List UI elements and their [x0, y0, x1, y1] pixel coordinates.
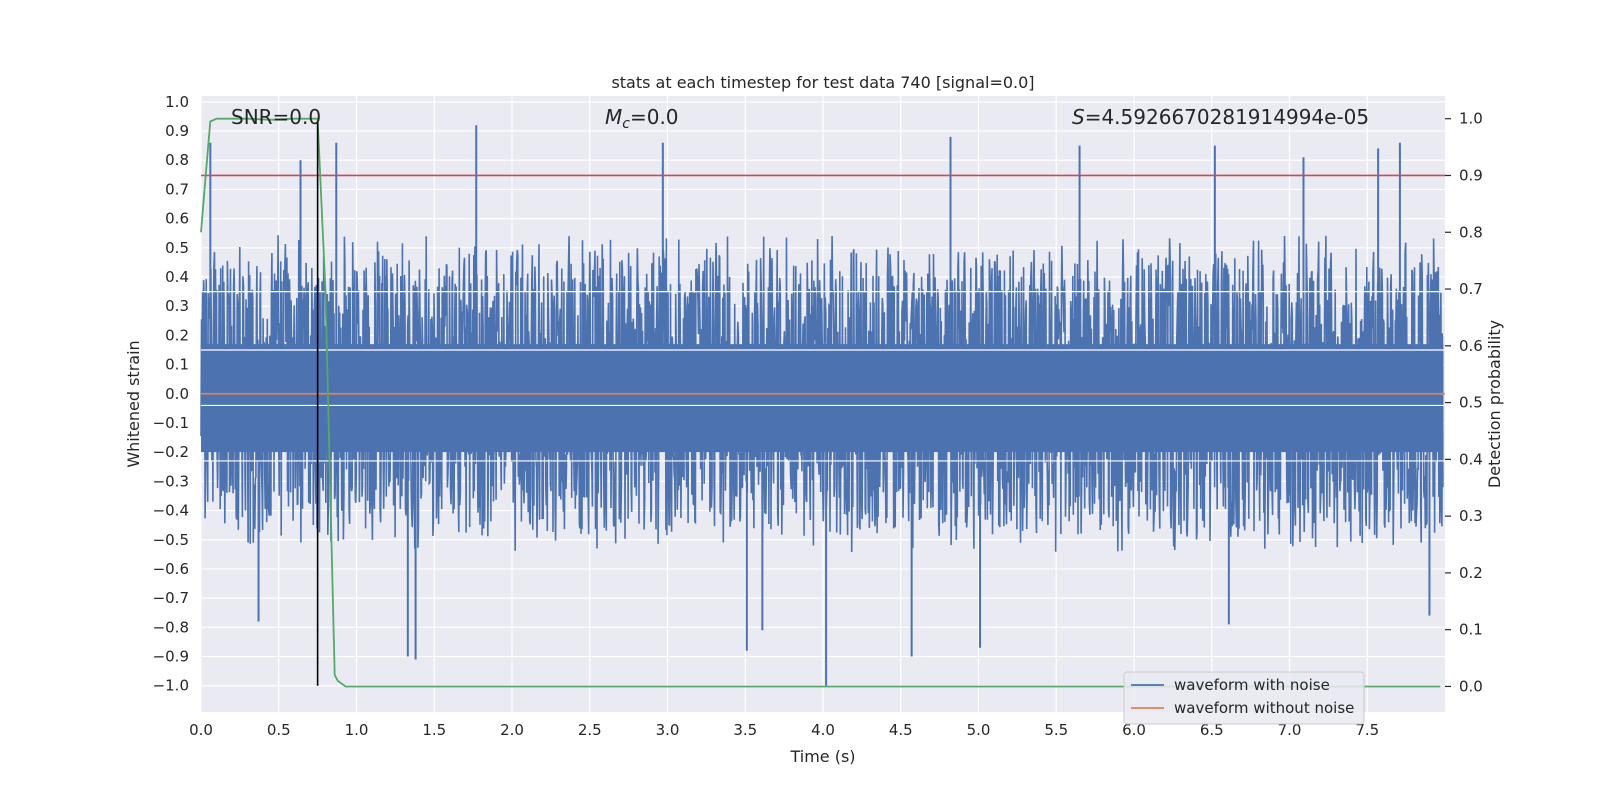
y-left-tick-label: 0.5 — [165, 239, 189, 257]
y-right-tick-label: 0.9 — [1459, 166, 1483, 184]
x-tick-label: 3.5 — [733, 721, 757, 739]
y-right-tick-label: 0.0 — [1459, 677, 1483, 695]
x-tick-label: 4.0 — [811, 721, 835, 739]
x-tick-label: 7.5 — [1355, 721, 1379, 739]
y-right-tick-label: 0.5 — [1459, 394, 1483, 412]
annotation-s: S=4.5926670281914994e-05 — [1072, 105, 1369, 129]
y-right-tick-label: 0.2 — [1459, 564, 1483, 582]
y-left-tick-label: −0.4 — [153, 502, 189, 520]
annotation-mc: Mc=0.0 — [605, 105, 679, 132]
y-left-tick-label: 0.9 — [165, 122, 189, 140]
y-right-tick-label: 0.7 — [1459, 280, 1483, 298]
series-lines — [200, 117, 1445, 688]
y-left-tick-label: 0.6 — [165, 210, 189, 228]
legend-label-with-noise: waveform with noise — [1174, 676, 1330, 694]
y-left-tick-label: 0.7 — [165, 180, 189, 198]
waveform-with-noise-band — [201, 344, 1444, 453]
y-left-tick-label: −0.7 — [153, 589, 189, 607]
y-left-tick-label: 1.0 — [165, 93, 189, 111]
legend-label-without-noise: waveform without noise — [1174, 699, 1354, 717]
annotation-snr: SNR=0.0 — [231, 105, 321, 129]
axes: 0.0 0.5 1.0 1.5 2.0 2.5 3.0 3.5 4.0 4.5 5.0 5.5 6.0 6… — [153, 93, 1483, 739]
y-right-tick-label: 1.0 — [1459, 110, 1483, 128]
y-left-tick-label: −0.3 — [153, 472, 189, 490]
y-axis-label-left: Whitened strain — [124, 340, 143, 467]
x-tick-label: 5.5 — [1044, 721, 1068, 739]
y-left-tick-label: −0.9 — [153, 648, 189, 666]
x-tick-label: 0.5 — [267, 721, 291, 739]
x-tick-label: 2.5 — [578, 721, 602, 739]
y-left-tick-label: −0.2 — [153, 443, 189, 461]
annotation-mc-subscript: c — [622, 116, 630, 132]
detection-probability-line — [200, 117, 1441, 688]
x-tick-label: 0.0 — [189, 721, 213, 739]
annotation-s-value: =4.5926670281914994e-05 — [1085, 105, 1369, 129]
y-left-tick-label: 0.2 — [165, 326, 189, 344]
annotation-mc-value: =0.0 — [630, 105, 679, 129]
annotation-mc-symbol: M — [605, 105, 622, 129]
y-axis-label-right: Detection probability — [1485, 320, 1504, 488]
y-left-tick-label: 0.8 — [165, 151, 189, 169]
x-tick-label: 2.0 — [500, 721, 524, 739]
x-tick-label: 6.5 — [1200, 721, 1224, 739]
y-left-tick-label: −0.1 — [153, 414, 189, 432]
x-tick-label: 5.0 — [967, 721, 991, 739]
chart-title: stats at each timestep for test data 740… — [611, 73, 1034, 92]
y-left-tick-label: 0.1 — [165, 356, 189, 374]
x-tick-label: 6.0 — [1122, 721, 1146, 739]
annotation-s-symbol: S — [1072, 105, 1085, 129]
x-tick-label: 1.0 — [345, 721, 369, 739]
y-right-tick-label: 0.1 — [1459, 621, 1483, 639]
legend: waveform with noise waveform without noi… — [1123, 671, 1365, 725]
x-tick-label: 3.0 — [656, 721, 680, 739]
y-right-tick-label: 0.4 — [1459, 450, 1483, 468]
y-left-tick-label: −0.5 — [153, 531, 189, 549]
y-left-tick-label: −0.6 — [153, 560, 189, 578]
y-left-tick-label: 0.0 — [165, 385, 189, 403]
y-right-tick-label: 0.3 — [1459, 507, 1483, 525]
y-left-tick-label: −1.0 — [153, 677, 189, 695]
legend-box — [1123, 671, 1365, 725]
y-right-tick-label: 0.8 — [1459, 223, 1483, 241]
x-tick-label: 1.5 — [422, 721, 446, 739]
series-waveform-with-noise — [200, 125, 1445, 686]
x-tick-label: 4.5 — [889, 721, 913, 739]
y-right-tick-label: 0.6 — [1459, 337, 1483, 355]
x-tick-label: 7.0 — [1278, 721, 1302, 739]
y-left-tick-label: 0.4 — [165, 268, 189, 286]
x-axis-label: Time (s) — [789, 747, 855, 766]
waveform-with-noise-line — [200, 235, 1444, 553]
y-left-tick-label: −0.8 — [153, 618, 189, 636]
y-left-tick-label: 0.3 — [165, 297, 189, 315]
